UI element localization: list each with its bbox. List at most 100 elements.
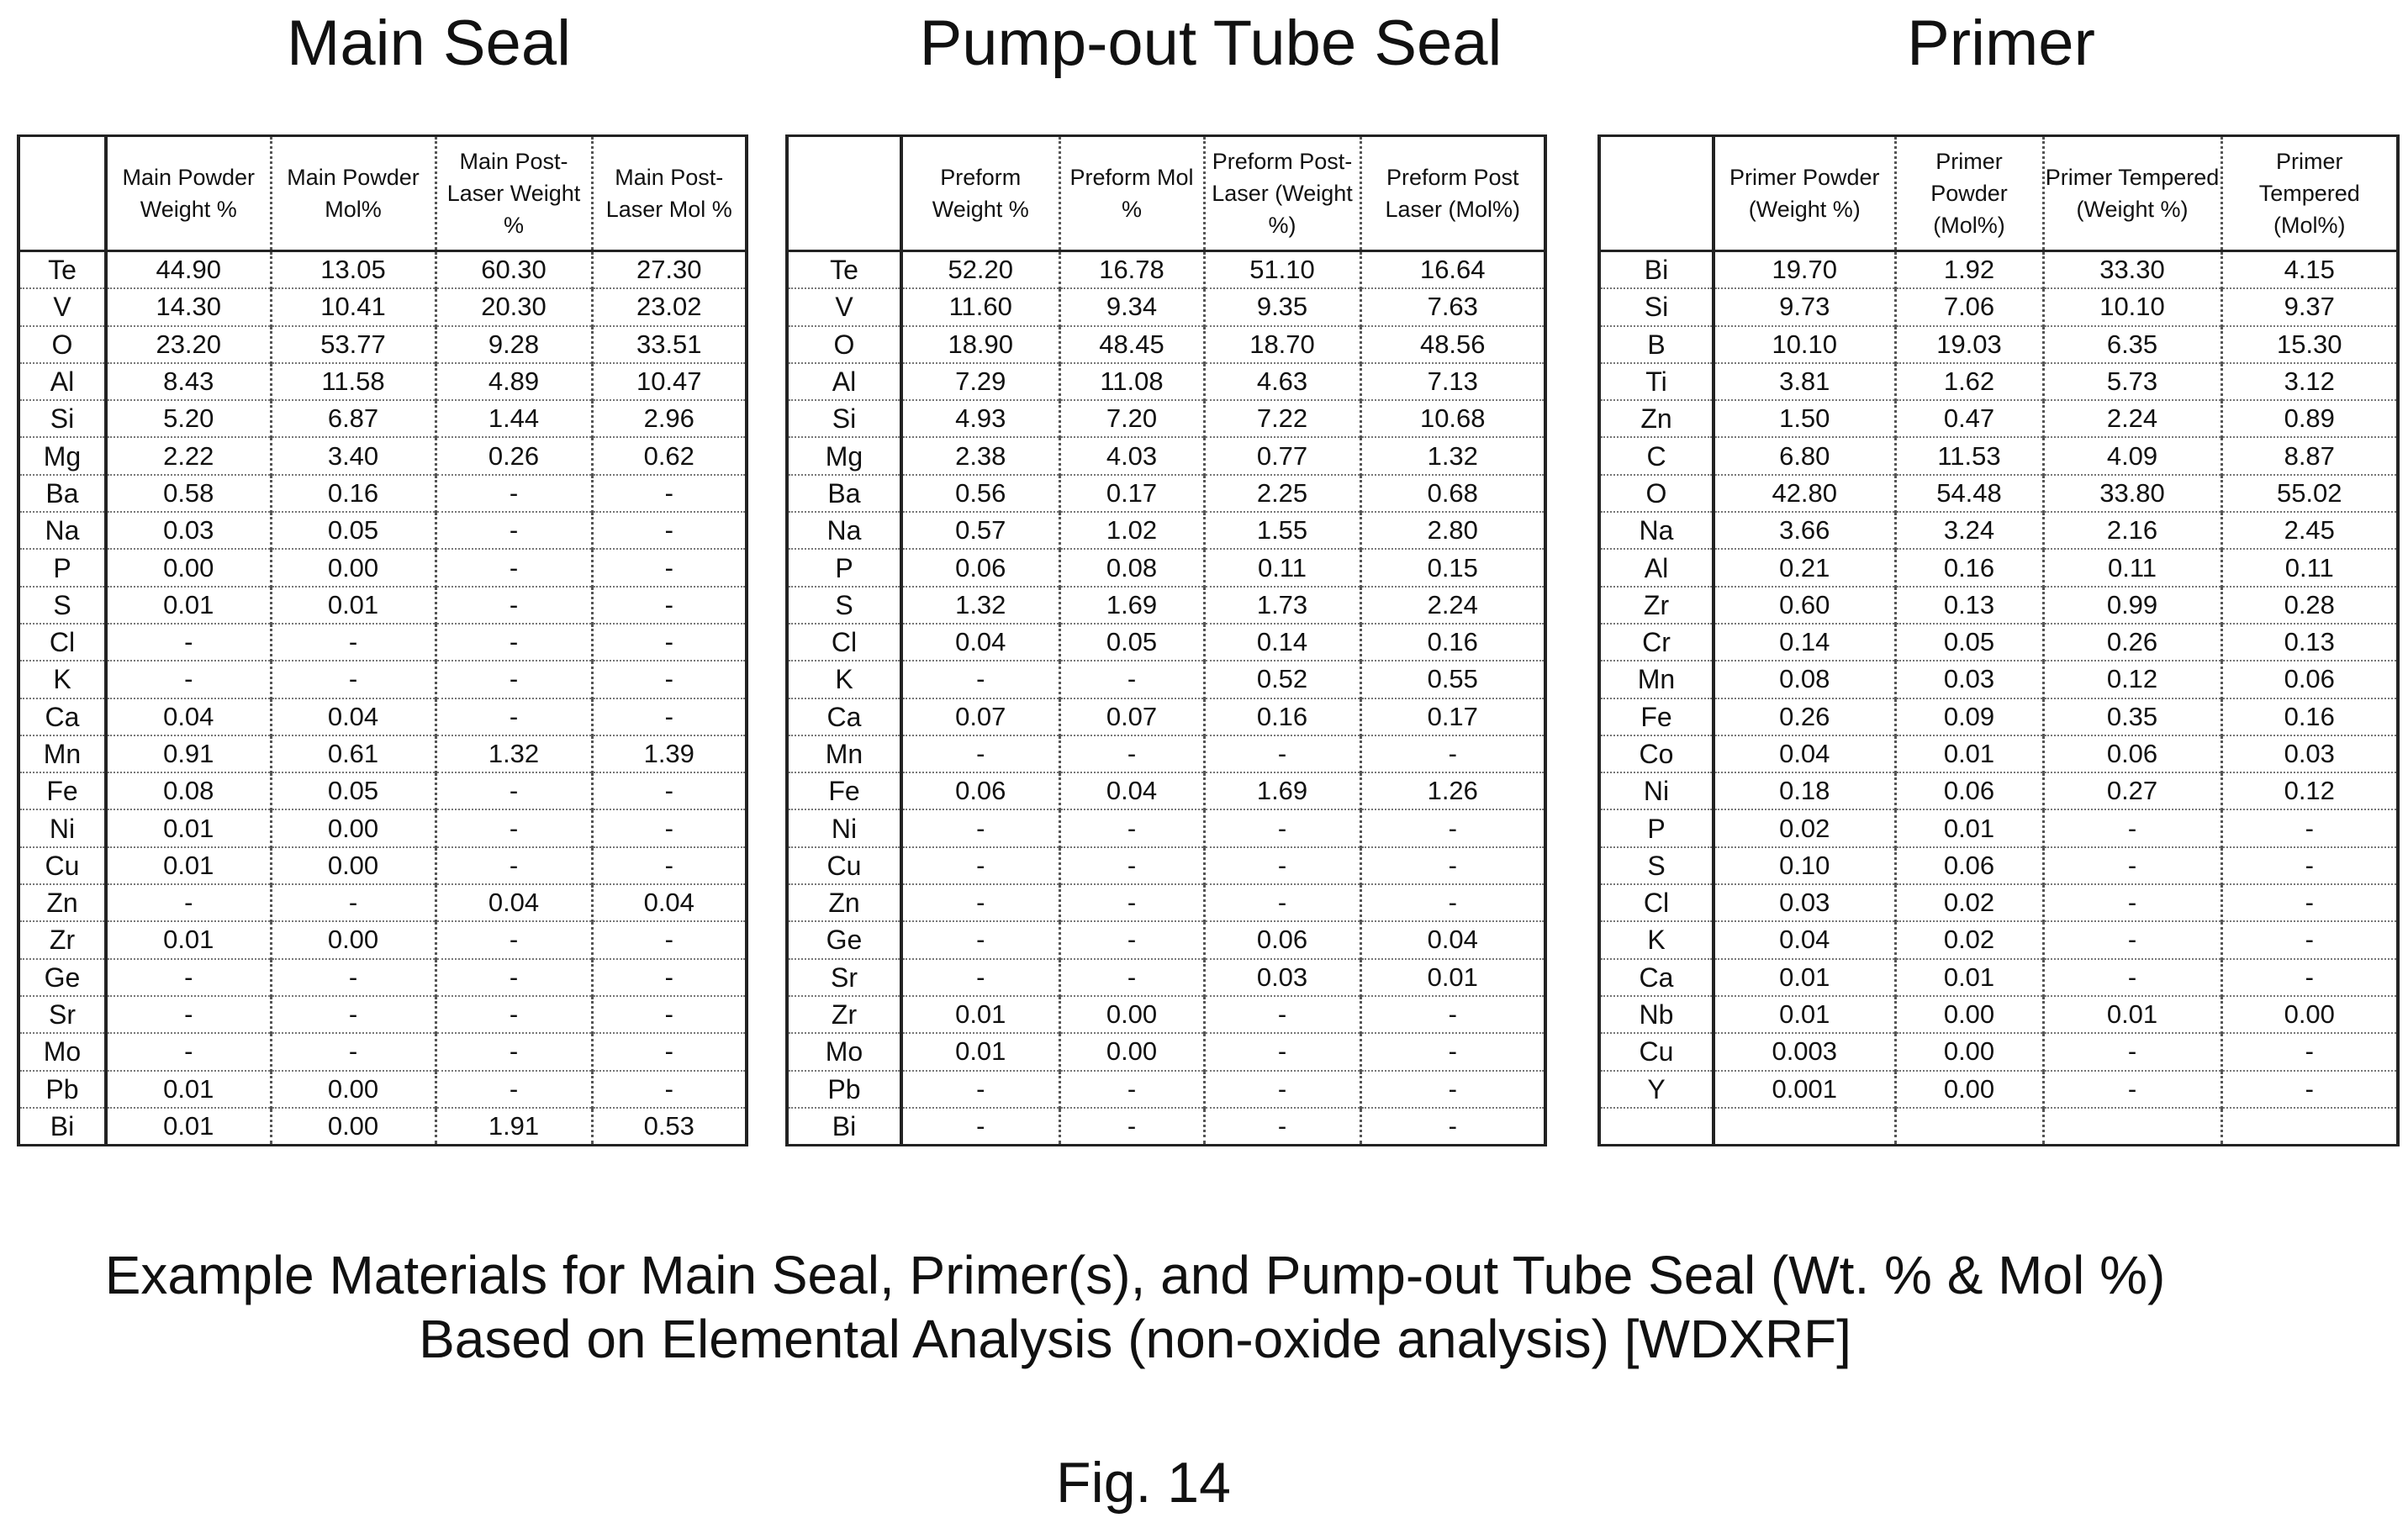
table-cell: - — [2041, 883, 2221, 922]
table-cell: - — [900, 809, 1059, 847]
element-symbol: Ca — [17, 697, 106, 735]
table-cell: 4.09 — [2041, 436, 2221, 475]
table-cell: 20.30 — [434, 287, 592, 326]
table-cell: - — [2041, 957, 2221, 996]
table-cell: - — [590, 473, 747, 513]
table-cell: - — [104, 957, 271, 996]
table-cell: 23.02 — [590, 287, 747, 326]
table-row: S 1.32 1.69 1.73 2.24 — [785, 585, 1545, 624]
element-symbol: Ge — [785, 920, 901, 959]
table-cell: 52.20 — [900, 250, 1059, 289]
table-cell: 0.14 — [1202, 622, 1360, 661]
table-cell: - — [590, 846, 747, 885]
table-cell: 0.17 — [1359, 697, 1545, 735]
element-symbol — [1597, 1106, 1714, 1147]
table-cell: 9.37 — [2220, 287, 2398, 326]
table-row: Bi - - - - — [785, 1106, 1545, 1147]
table-cell: 0.01 — [900, 994, 1059, 1034]
table-row: B 10.10 19.03 6.35 15.30 — [1597, 324, 2398, 363]
main-seal-title: Main Seal — [287, 8, 571, 79]
table-cell: - — [1202, 846, 1360, 885]
table-cell: 18.90 — [900, 324, 1059, 363]
table-cell: 0.06 — [2220, 660, 2398, 698]
table-row: Pb - - - - — [785, 1069, 1545, 1108]
figure-label: Fig. 14 — [1056, 1451, 1231, 1515]
table-row: Al 0.21 0.16 0.11 0.11 — [1597, 548, 2398, 587]
table-cell: 2.22 — [104, 436, 271, 475]
table-cell: - — [1058, 660, 1204, 698]
column-header: Preform Weight % — [900, 134, 1059, 252]
table-cell: 7.20 — [1058, 399, 1204, 438]
table-cell: 0.11 — [2041, 548, 2221, 587]
table-cell: 0.00 — [269, 548, 436, 587]
table-cell: 5.20 — [104, 399, 271, 438]
table-cell: - — [269, 883, 436, 922]
table-cell: - — [1202, 1069, 1360, 1108]
table-cell: - — [2220, 1032, 2398, 1071]
pump-out-tube-seal-table: Preform Weight % Preform Mol % Preform Pos… — [785, 134, 1547, 1147]
table-cell: 0.04 — [269, 697, 436, 735]
table-row: Cl - - - - — [17, 622, 747, 661]
element-symbol: Bi — [1597, 250, 1714, 289]
table-cell: - — [269, 622, 436, 661]
table-cell: - — [1058, 957, 1204, 996]
table-cell: - — [1359, 846, 1545, 885]
table-cell: 2.80 — [1359, 511, 1545, 550]
table-cell: 0.01 — [1359, 957, 1545, 996]
table-cell: 0.35 — [2041, 697, 2221, 735]
table-cell: 1.92 — [1893, 250, 2043, 289]
table-cell: 10.10 — [2041, 287, 2221, 326]
table-cell: - — [1202, 994, 1360, 1034]
table-cell: - — [434, 957, 592, 996]
table-cell: 0.01 — [2041, 994, 2221, 1034]
table-cell — [2041, 1106, 2221, 1147]
table-cell: - — [590, 1069, 747, 1108]
table-cell: 4.03 — [1058, 436, 1204, 475]
column-header: Preform Post Laser (Mol%) — [1359, 134, 1545, 252]
table-cell: 7.29 — [900, 361, 1059, 401]
table-row: Zn - - - - — [785, 883, 1545, 922]
table-cell: 0.08 — [1058, 548, 1204, 587]
table-cell: 0.06 — [1202, 920, 1360, 959]
table-cell: 0.47 — [1893, 399, 2043, 438]
table-cell: 4.15 — [2220, 250, 2398, 289]
table-row: S 0.01 0.01- - — [17, 585, 747, 624]
table-cell: 0.06 — [900, 772, 1059, 810]
table-cell: - — [434, 1032, 592, 1071]
table-row: Mo 0.01 0.00- - — [785, 1032, 1545, 1071]
table-cell: 0.12 — [2041, 660, 2221, 698]
element-symbol: Fe — [1597, 697, 1714, 735]
table-cell: 0.16 — [1359, 622, 1545, 661]
table-cell: 0.00 — [269, 1106, 436, 1147]
table-cell: 19.03 — [1893, 324, 2043, 363]
element-symbol: Mg — [785, 436, 901, 475]
table-cell: 9.73 — [1712, 287, 1895, 326]
table-row: Zn - -0.04 0.04 — [17, 883, 747, 922]
table-cell: 54.48 — [1893, 473, 2043, 513]
table-cell: 0.21 — [1712, 548, 1895, 587]
table-cell: 8.43 — [104, 361, 271, 401]
table-row: O 23.20 53.77 9.28 33.51 — [17, 324, 747, 363]
table-cell: 1.62 — [1893, 361, 2043, 401]
table-cell: 0.01 — [104, 809, 271, 847]
element-symbol: Cu — [785, 846, 901, 885]
table-cell: - — [434, 622, 592, 661]
table-cell: 9.35 — [1202, 287, 1360, 326]
table-cell: 10.10 — [1712, 324, 1895, 363]
table-cell: 0.62 — [590, 436, 747, 475]
table-cell: 1.44 — [434, 399, 592, 438]
table-cell: 0.53 — [590, 1106, 747, 1147]
table-cell: - — [590, 1032, 747, 1071]
table-row: O 18.90 48.45 18.70 48.56 — [785, 324, 1545, 363]
element-symbol: Cl — [1597, 883, 1714, 922]
element-symbol: Ge — [17, 957, 106, 996]
table-row: Cu - - - - — [785, 846, 1545, 885]
table-row: Al 7.29 11.08 4.63 7.13 — [785, 361, 1545, 401]
main-seal-table: Main Powder Weight % Main Powder Mol% Main… — [17, 134, 748, 1147]
table-cell: - — [2220, 809, 2398, 847]
table-row: Fe 0.26 0.09 0.35 0.16 — [1597, 697, 2398, 735]
table-cell: 0.05 — [1893, 622, 2043, 661]
element-symbol: Zr — [785, 994, 901, 1034]
element-symbol: Cl — [17, 622, 106, 661]
table-cell: 0.16 — [269, 473, 436, 513]
